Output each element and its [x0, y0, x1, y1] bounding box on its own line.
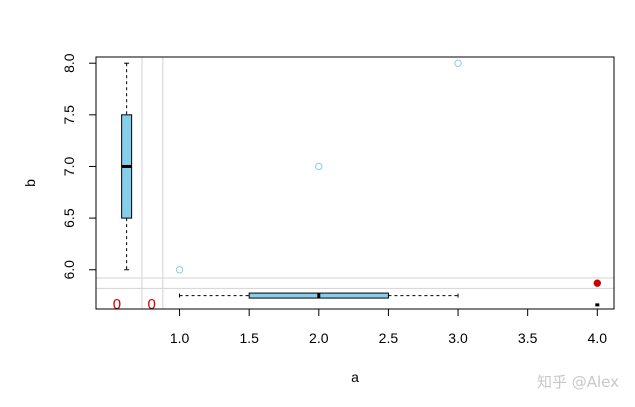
highlight-point	[593, 279, 601, 287]
x-tick-label: 2.0	[309, 330, 329, 346]
annotation-label: 0	[113, 296, 121, 313]
data-point	[175, 266, 184, 274]
y-tick-label: 6.5	[61, 208, 77, 228]
data-point	[454, 59, 462, 67]
reference-lines	[96, 57, 614, 309]
small-mark	[595, 303, 600, 307]
annotation-label: 0	[148, 296, 156, 313]
y-tick-label: 7.0	[61, 157, 77, 177]
data-point	[315, 162, 323, 171]
y-axis: 6.0 6.5 7.0 7.5 8.0	[61, 53, 97, 280]
watermark: 知乎 @Alex	[537, 373, 619, 391]
y-axis-title: b	[22, 179, 38, 187]
x-tick-label: 1.5	[239, 330, 259, 346]
x-tick-label: 3.5	[518, 330, 538, 346]
plot-frame	[95, 56, 615, 310]
x-axis-title: a	[351, 369, 359, 385]
y-tick-label: 7.5	[61, 105, 77, 125]
x-axis: 1.0 1.5 2.0 2.5 3.0 3.5 4.0	[170, 308, 608, 346]
y-tick-label: 6.0	[61, 260, 77, 280]
x-tick-label: 4.0	[588, 330, 608, 346]
x-tick-label: 3.0	[448, 330, 468, 346]
marginal-boxplots	[121, 62, 459, 299]
y-tick-label: 8.0	[61, 53, 77, 73]
x-tick-label: 1.0	[170, 330, 190, 346]
x-tick-label: 2.5	[379, 330, 399, 346]
data-points	[175, 59, 601, 307]
